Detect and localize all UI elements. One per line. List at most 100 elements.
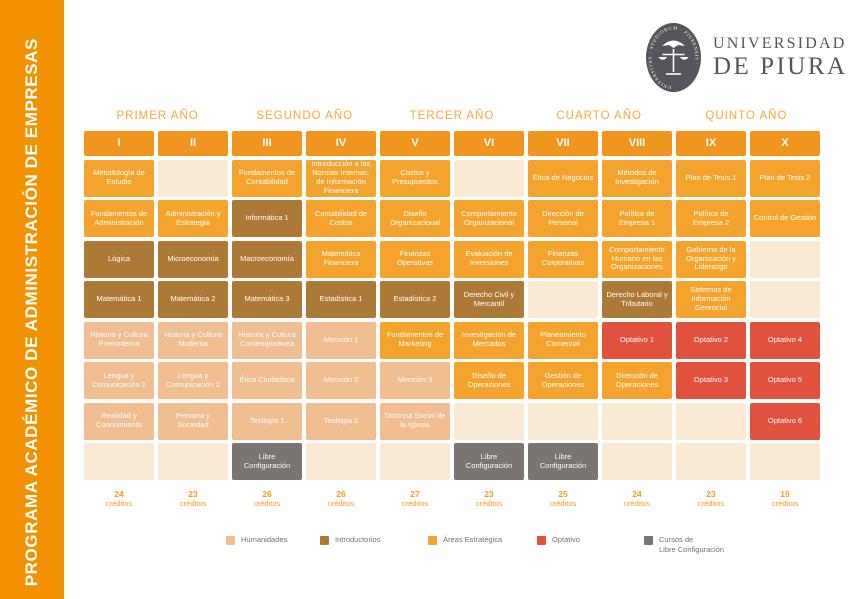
course-cell: Optativo 6 [750,402,820,440]
year-label: QUINTO AÑO [705,110,788,122]
course-cell: Costos y Presupuestos [380,159,450,197]
course-cell: Derecho Civil y Mercantil [454,281,524,318]
legend-swatch-intro [320,535,329,545]
course-cell: Gestión de Operaciones [528,362,598,399]
seal-scales-icon [662,49,685,75]
credit-word: créditos [771,499,799,508]
legend-swatch-libre [644,535,653,545]
credits-semester-VIII: 24 créditos [602,489,672,508]
credit-word: créditos [253,499,281,508]
legend-label: Introductorios [335,535,381,544]
legend: Humanidades Introductorios Áreas Estratégi… [226,535,724,555]
course-cell: Diseño Organizacional [380,200,450,237]
program-sidebar: PROGRAMA ACADÉMICO DE ADMINISTRACIÓN DE … [0,0,64,599]
empty-cell [750,281,820,318]
year-label: TERCER AÑO [409,110,495,122]
credits-semester-IV: 26 créditos [306,489,376,508]
legend-item-area: Áreas Estratégica [428,535,537,545]
credit-count: 24 [114,489,124,499]
empty-cell [602,443,672,480]
course-cell: Mención 2 [306,362,376,399]
legend-label: Humanidades [241,535,288,544]
course-cell: Matemática 2 [158,281,228,318]
credits-semester-III: 26 créditos [232,489,302,508]
credits-semester-I: 24 créditos [84,489,154,508]
course-cell: Administración y Estrategia [158,200,228,237]
credit-count: 24 [632,489,642,499]
credits-semester-VI: 23 créditos [454,489,524,508]
semester-header-V: V [380,131,450,156]
course-cell: Fundamentos de Administración [84,200,154,237]
legend-item-hum: Humanidades [226,535,320,545]
year-label: CUARTO AÑO [556,110,642,122]
semester-header-IX: IX [676,131,746,156]
course-cell: Historia y Cultura Premoderna [84,321,154,359]
empty-cell [84,443,154,480]
course-cell: Métodos de Investigación [602,159,672,197]
curriculum-grid: I II III IV V VI VII VIII IX X Metodología de Estu… [84,131,820,480]
credit-count: 26 [262,489,272,499]
semester-header-III: III [232,131,302,156]
course-cell: Optativo 3 [676,362,746,399]
legend-label: Áreas Estratégica [443,535,503,544]
seal-eagle-icon [662,40,685,48]
course-cell: Fundamentos de Contabilidad [232,159,302,197]
semester-header-IV: IV [306,131,376,156]
empty-cell [306,443,376,480]
credit-word: créditos [623,499,651,508]
credit-count: 25 [558,489,568,499]
credits-semester-II: 23 créditos [158,489,228,508]
course-cell: Optativo 5 [750,362,820,399]
course-cell: Gobierno de la Organización y Liderazgo [676,240,746,278]
empty-cell [380,443,450,480]
empty-cell [750,443,820,480]
year-header-row: PRIMER AÑO SEGUNDO AÑO TERCER AÑO CUARTO… [84,110,820,122]
course-cell: Control de Gestión [750,200,820,237]
credit-count: 19 [780,489,790,499]
empty-cell [676,443,746,480]
semester-header-VII: VII [528,131,598,156]
credits-semester-X: 19 créditos [750,489,820,508]
course-cell: Optativo 1 [602,321,672,359]
empty-cell [454,402,524,440]
course-cell: Lengua y Comunicación 2 [158,362,228,399]
legend-label: Optativo [552,535,580,544]
course-cell: Evaluación de Inversiones [454,240,524,278]
semester-header-VI: VI [454,131,524,156]
credit-count: 23 [484,489,494,499]
university-wordmark: UNIVERSIDAD DE PIURA [713,35,848,81]
empty-cell [158,443,228,480]
empty-cell [750,240,820,278]
legend-swatch-hum [226,535,235,545]
credit-word: créditos [697,499,725,508]
program-title: PROGRAMA ACADÉMICO DE ADMINISTRACIÓN DE … [22,37,41,586]
course-cell: Realidad y Conocimiento [84,402,154,440]
course-cell: Investigación de Mercados [454,321,524,359]
course-cell: Comportamiento Organizacional [454,200,524,237]
credits-semester-V: 27 créditos [380,489,450,508]
course-cell: Historia y Cultura Contemporánea [232,321,302,359]
course-cell: Dirección de Operaciones [602,362,672,399]
course-cell: Dirección de Personal [528,200,598,237]
semester-header-X: X [750,131,820,156]
credit-word: créditos [401,499,429,508]
course-cell: Ética Ciudadana [232,362,302,399]
legend-label: Cursos de Libre Configuración [659,535,725,555]
credit-word: créditos [179,499,207,508]
course-cell: Metodología de Estudio [84,159,154,197]
course-cell: Estadística 2 [380,281,450,318]
course-cell: Lengua y Comunicación 1 [84,362,154,399]
semester-header-II: II [158,131,228,156]
empty-cell [528,281,598,318]
credits-row: 24 créditos 23 créditos 26 créditos 26 créditos… [84,489,820,508]
course-cell: Teología 2 [306,402,376,440]
course-cell: Libre Configuración [528,443,598,480]
course-cell: Lógica [84,240,154,278]
course-cell: Introducción a las Normas Internac. de I… [306,159,376,197]
seal-scale-pan-right [680,57,689,60]
credit-count: 23 [706,489,716,499]
course-cell: Optativo 4 [750,321,820,359]
credit-word: créditos [549,499,577,508]
credit-count: 23 [188,489,198,499]
course-cell: Ética de Negocios [528,159,598,197]
